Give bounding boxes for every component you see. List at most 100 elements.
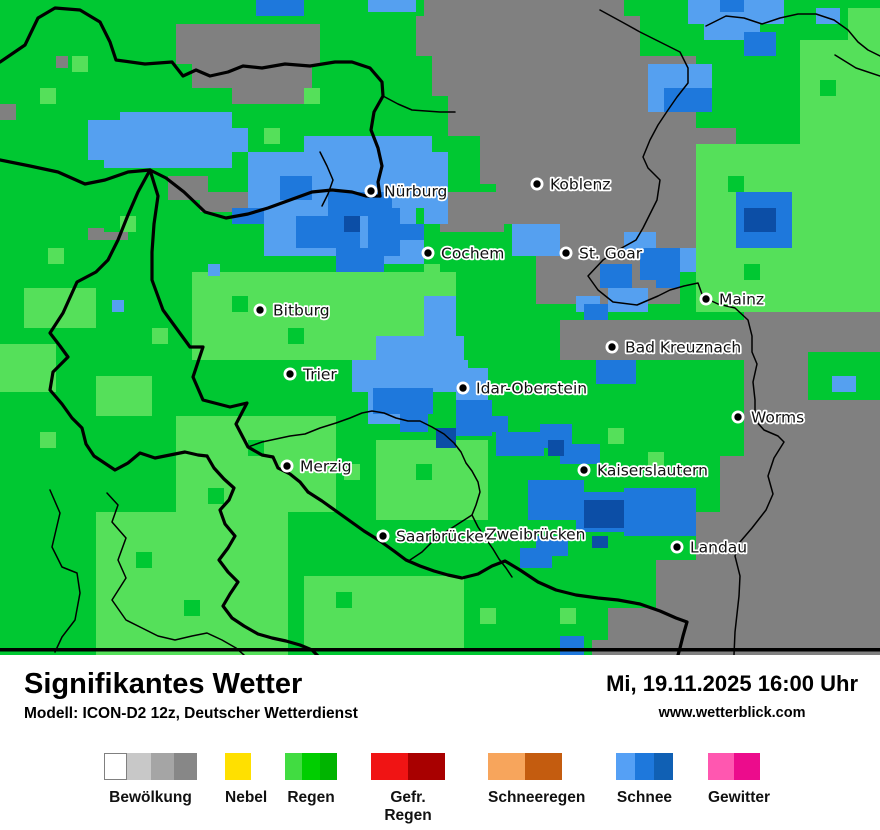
map-region-snow-mid-blue xyxy=(584,304,608,320)
city-dot xyxy=(533,180,541,188)
legend-color-cell xyxy=(319,753,337,780)
city-marker-saarbr-cken: Saarbrücken xyxy=(376,526,495,547)
map-region-snow-light-blue xyxy=(608,288,648,312)
legend-swatch xyxy=(225,753,251,780)
map-region-cloud-gray xyxy=(0,104,16,120)
legend-swatch xyxy=(285,753,337,780)
legend-swatch xyxy=(488,753,562,780)
state-border-line xyxy=(49,489,81,653)
city-label: Bitburg xyxy=(273,302,330,320)
city-dot xyxy=(580,466,588,474)
map-region-rain-light-green xyxy=(0,344,56,392)
legend-color-cell xyxy=(708,753,734,780)
map-region-snow-dark-blue xyxy=(344,216,360,232)
city-dot xyxy=(286,370,294,378)
city-marker-zweibr-cken: Zweibrücken xyxy=(484,524,587,545)
map-region-fleck-green xyxy=(728,176,744,192)
map-region-rain-light-green xyxy=(24,288,96,328)
country-border-line xyxy=(48,168,209,472)
city-dot xyxy=(283,462,291,470)
map-region-snow-mid-blue xyxy=(596,360,636,384)
map-region-fleck-green xyxy=(136,552,152,568)
map-region-fleck-light xyxy=(648,452,664,468)
legend-label: Schneeregen xyxy=(488,789,586,806)
map-region-fleck-green xyxy=(248,440,264,456)
map-region-fleck-light xyxy=(608,428,624,444)
legend-group-bew-lkung: Bewölkung xyxy=(104,753,197,807)
map-region-snow-mid-blue xyxy=(373,388,433,414)
legend-group-schnee: Schnee xyxy=(616,753,673,807)
map-region-snow-dark-blue xyxy=(592,536,608,548)
map-region-snow-light-blue xyxy=(352,360,468,392)
map-region-cloud-gray xyxy=(56,56,68,68)
city-dot xyxy=(734,413,742,421)
state-border-line xyxy=(247,410,513,578)
city-dot xyxy=(562,249,570,257)
legend-label: Bewölkung xyxy=(109,789,192,806)
city-label: Cochem xyxy=(441,245,504,263)
map-region-snow-mid-blue xyxy=(400,412,428,432)
legend-color-cell xyxy=(488,753,525,780)
map-region-snow-mid-blue xyxy=(256,0,304,16)
city-label: Mainz xyxy=(719,291,764,309)
map-region-cloud-gray xyxy=(480,136,720,184)
city-marker-trier: Trier xyxy=(283,364,339,385)
map-region-cloud-gray xyxy=(88,228,104,240)
page-title: Signifikantes Wetter xyxy=(24,668,303,700)
map-region-snow-mid-blue xyxy=(720,0,744,12)
city-marker-landau: Landau xyxy=(670,537,749,558)
map-region-snow-mid-blue xyxy=(528,480,584,520)
map-region-cloud-gray xyxy=(440,192,504,232)
map-region-fleck-light xyxy=(40,432,56,448)
map-region-snow-light-blue xyxy=(832,376,856,392)
city-dot xyxy=(367,187,375,195)
state-border-line xyxy=(382,95,456,113)
map-region-cloud-gray xyxy=(176,24,320,64)
map-region-rain-light-green xyxy=(304,576,464,648)
city-label: Landau xyxy=(690,539,747,557)
map-region-snow-mid-blue xyxy=(496,432,544,456)
city-dot xyxy=(424,249,432,257)
legend-group-gewitter: Gewitter xyxy=(708,753,770,807)
map-region-fleck-light xyxy=(264,128,280,144)
legend-group-gefr-regen: Gefr. Regen xyxy=(371,753,445,825)
city-label: Idar-Oberstein xyxy=(476,380,587,398)
map-region-fleck-light xyxy=(304,88,320,104)
legend-color-cell xyxy=(173,753,197,780)
map-region-snow-mid-blue xyxy=(400,224,424,240)
city-dot xyxy=(673,543,681,551)
map-bottom-edge-line xyxy=(0,648,880,652)
city-label: Kaiserslautern xyxy=(597,462,708,480)
legend-swatch xyxy=(371,753,445,780)
map-region-cloud-gray xyxy=(232,88,304,104)
model-info: Modell: ICON-D2 12z, Deutscher Wetterdie… xyxy=(24,705,358,723)
map-region-snow-light-blue xyxy=(112,300,124,312)
city-dot xyxy=(608,343,616,351)
legend-color-cell xyxy=(302,753,320,780)
map-region-snow-light-blue xyxy=(424,152,448,224)
country-border-line xyxy=(0,158,382,220)
legend-label: Gefr. Regen xyxy=(384,789,432,824)
country-border-line xyxy=(205,454,320,655)
map-region-rain-light-green xyxy=(848,8,880,48)
map-region-snow-mid-blue xyxy=(456,400,492,436)
website-label: www.wetterblick.com xyxy=(658,705,806,721)
legend-group-regen: Regen xyxy=(285,753,337,807)
map-region-snow-light-blue xyxy=(512,224,560,256)
map-region-rain-light-green xyxy=(96,376,152,416)
map-region-fleck-light xyxy=(72,56,88,72)
state-border-line xyxy=(106,492,245,655)
map-region-snow-mid-blue xyxy=(280,176,312,200)
legend-color-cell xyxy=(127,753,151,780)
map-region-cloud-gray xyxy=(744,400,880,456)
city-marker-merzig: Merzig xyxy=(280,456,353,477)
map-region-cloud-gray xyxy=(560,320,744,360)
city-marker-bitburg: Bitburg xyxy=(253,300,331,321)
legend-label: Nebel xyxy=(225,789,268,806)
map-region-cloud-gray xyxy=(720,456,880,512)
map-region-snow-mid-blue xyxy=(600,264,632,288)
city-marker-koblenz: Koblenz xyxy=(530,174,612,195)
map-region-fleck-green xyxy=(336,592,352,608)
state-border-line xyxy=(319,151,334,207)
